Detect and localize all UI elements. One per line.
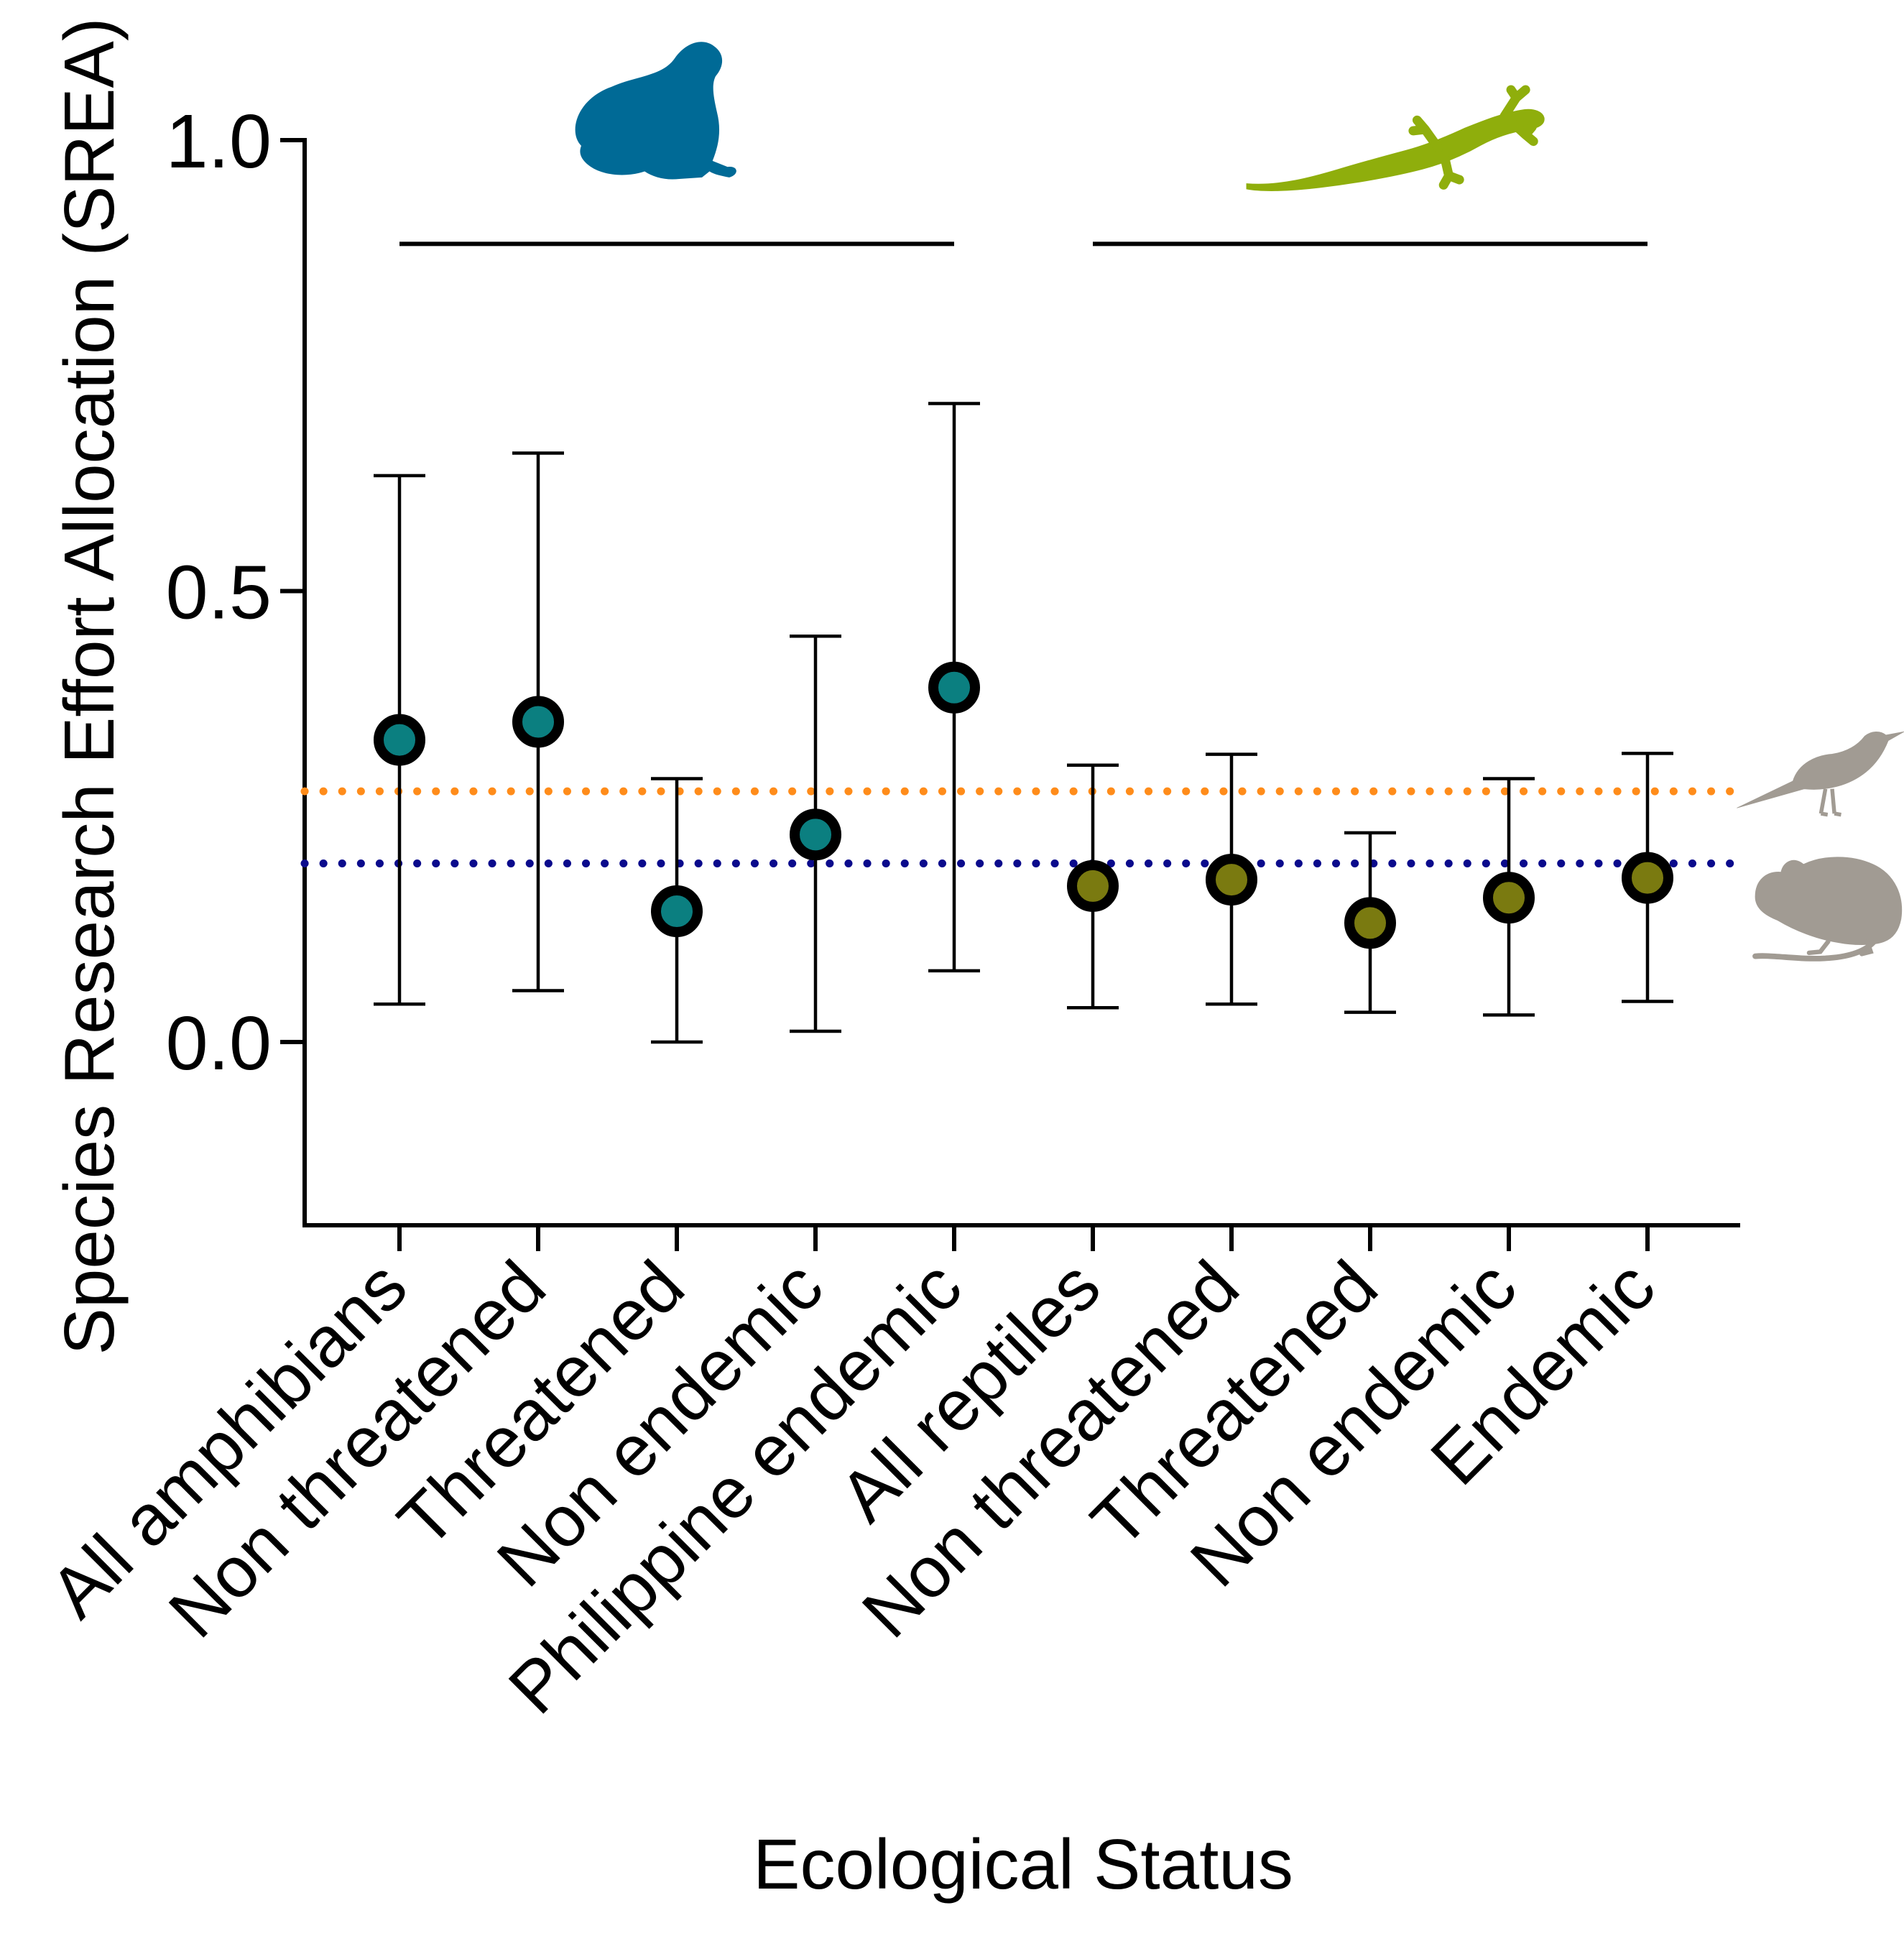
- data-point: [1483, 872, 1535, 924]
- y-tick-label: 0.5: [166, 550, 272, 635]
- data-point: [1206, 854, 1257, 906]
- rodent-icon: [1755, 857, 1902, 959]
- error-bars: [374, 402, 1673, 1044]
- frog-icon: [575, 42, 736, 180]
- y-axis-ticks: 0.0 0.5 1.0: [166, 99, 305, 1086]
- y-tick-label: 1.0: [166, 99, 272, 184]
- lizard-icon: [1247, 90, 1544, 191]
- data-point: [1344, 897, 1396, 949]
- y-tick-label: 0.0: [166, 1001, 272, 1086]
- axes: [302, 138, 1740, 1227]
- data-point: [790, 808, 841, 861]
- data-point: [512, 696, 564, 748]
- data-point: [1067, 859, 1119, 912]
- data-point: [928, 661, 980, 714]
- bird-icon: [1737, 732, 1903, 814]
- x-axis-ticks: [397, 1225, 1650, 1251]
- data-point: [1622, 852, 1673, 904]
- x-axis-title: Ecological Status: [753, 1825, 1293, 1904]
- y-axis-title: Species Research Effort Allocation (SREA…: [50, 17, 129, 1355]
- data-points: [374, 661, 1673, 949]
- data-point: [374, 714, 425, 766]
- reference-lines: [300, 787, 1744, 868]
- group-icons: [575, 42, 1904, 959]
- data-point: [651, 885, 703, 938]
